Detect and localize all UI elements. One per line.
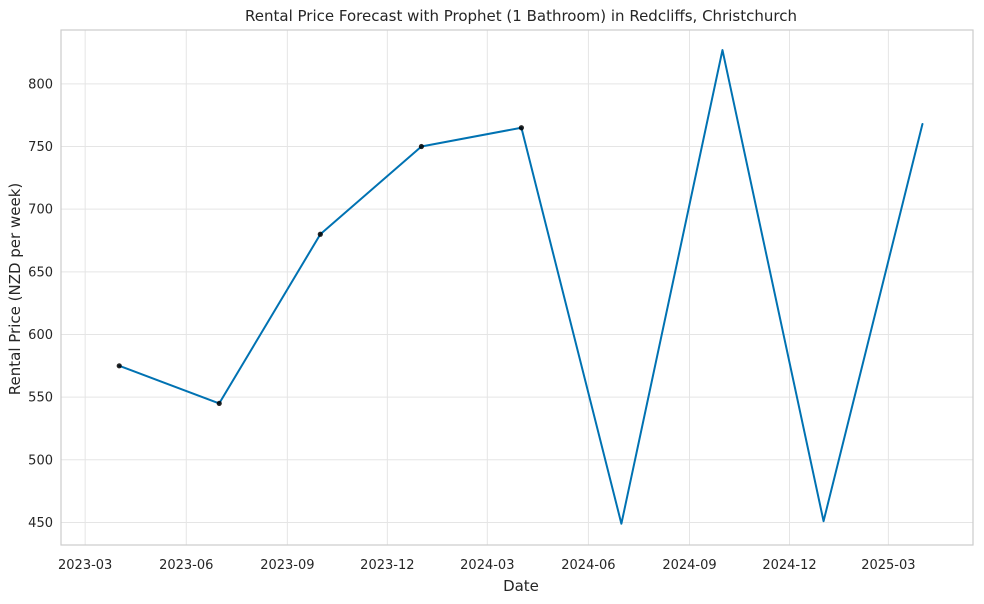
tick-label-layer: 2023-03 2023-06 2023-09 2023-12 2024-03 2024-… <box>28 77 915 573</box>
y-tick-label: 500 <box>28 453 53 468</box>
y-axis-label: Rental Price (NZD per week) <box>6 183 24 395</box>
x-tick-label: 2023-06 <box>159 558 213 573</box>
chart-title: Rental Price Forecast with Prophet (1 Ba… <box>245 7 797 25</box>
series-layer <box>116 49 924 525</box>
x-tick-label: 2024-12 <box>762 558 816 573</box>
y-tick-label: 750 <box>28 140 53 155</box>
x-axis-label: Date <box>503 577 539 595</box>
y-tick-label: 550 <box>28 391 53 406</box>
plot-frame <box>60 29 974 546</box>
x-tick-label: 2024-09 <box>662 558 716 573</box>
observed-point <box>317 231 323 237</box>
observed-point <box>518 125 524 131</box>
y-tick-label: 650 <box>28 265 53 280</box>
x-tick-label: 2024-06 <box>561 558 615 573</box>
y-tick-label: 700 <box>28 203 53 218</box>
y-tick-label: 600 <box>28 328 53 343</box>
grid-layer <box>61 30 973 545</box>
observed-point <box>216 400 222 407</box>
x-tick-label: 2023-12 <box>360 558 414 573</box>
x-tick-label: 2023-09 <box>260 558 314 573</box>
x-tick-label: 2024-03 <box>460 558 514 573</box>
y-tick-label: 800 <box>28 77 53 92</box>
observed-point <box>116 363 122 369</box>
x-tick-label: 2025-03 <box>861 558 915 573</box>
y-tick-label: 450 <box>28 516 53 531</box>
x-tick-label: 2023-03 <box>58 558 112 573</box>
observed-point <box>418 143 425 150</box>
